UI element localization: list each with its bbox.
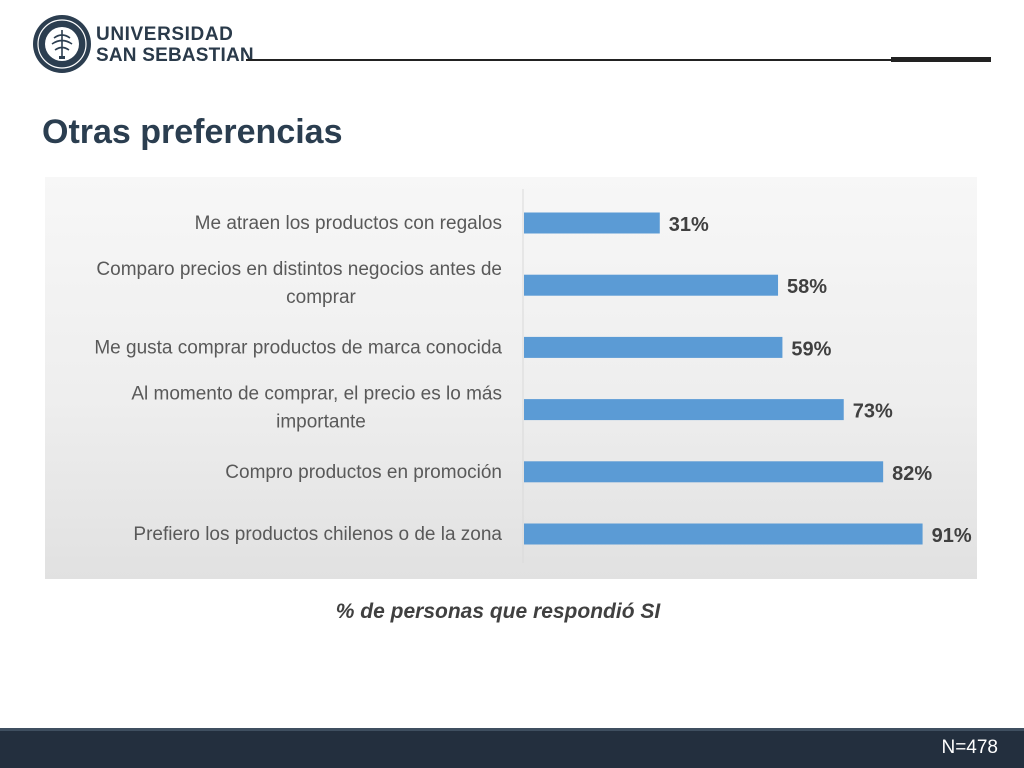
footer-accent — [0, 728, 1024, 731]
category-label-1: Me atraen los productos con regalos — [195, 213, 502, 234]
x-axis-label: % de personas que respondió SI — [335, 600, 661, 623]
category-label-2: Comparo precios en distintos negocios an… — [96, 259, 502, 308]
bar-chart: 31% Me atraen los productos con regalos 58… — [94, 189, 972, 563]
header-divider — [246, 59, 891, 61]
value-label-2: 58% — [787, 276, 827, 298]
value-label-6: 91% — [932, 525, 972, 547]
category-label-6: Prefiero los productos chilenos o de la … — [133, 524, 502, 545]
university-logo — [33, 15, 91, 73]
bar-2 — [524, 274, 779, 296]
sample-size: N=478 — [941, 737, 998, 758]
logo-line-1: UNIVERSIDAD — [96, 24, 234, 45]
bar-1 — [524, 212, 660, 234]
category-label-5: Compro productos en promoción — [225, 462, 502, 483]
logo-line-2: SAN SEBASTIAN — [96, 45, 254, 66]
page-title: Otras preferencias — [42, 113, 343, 151]
header-divider-accent — [891, 57, 991, 62]
category-label-4: Al momento de comprar, el precio es lo m… — [131, 384, 502, 433]
bar-4 — [524, 399, 844, 421]
category-label-3: Me gusta comprar productos de marca cono… — [94, 337, 502, 358]
bar-6 — [524, 523, 923, 545]
value-label-3: 59% — [791, 338, 831, 360]
university-name: UNIVERSIDAD SAN SEBASTIAN — [96, 24, 254, 66]
value-label-4: 73% — [853, 401, 893, 423]
bar-5 — [524, 461, 884, 483]
value-label-1: 31% — [669, 214, 709, 236]
value-label-5: 82% — [892, 463, 932, 485]
bar-3 — [524, 336, 783, 358]
footer-bar — [0, 731, 1024, 768]
chart-panel — [45, 177, 977, 579]
